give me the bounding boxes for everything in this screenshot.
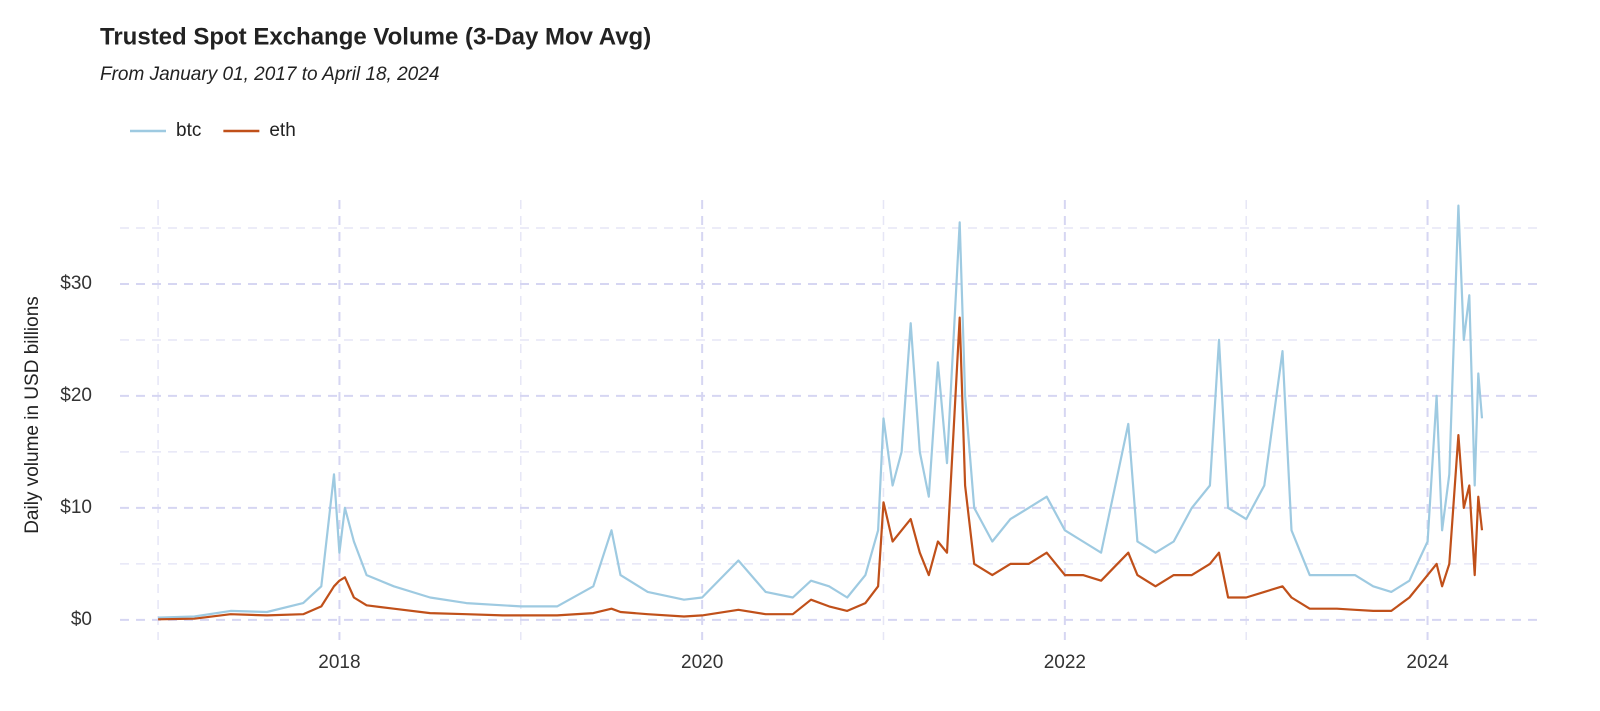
y-tick-label: $10: [60, 497, 92, 518]
y-tick-label: $20: [60, 385, 92, 406]
legend-label: btc: [176, 120, 201, 141]
x-tick-label: 2024: [1406, 652, 1449, 673]
series-line: [158, 316, 1484, 621]
legend-label: eth: [269, 120, 295, 141]
y-tick-label: $0: [71, 609, 92, 630]
chart-subtitle: From January 01, 2017 to April 18, 2024: [100, 64, 439, 85]
y-axis-label: Daily volume in USD billions: [22, 296, 43, 534]
y-tick-label: $30: [60, 273, 92, 294]
series-line: [158, 204, 1484, 619]
x-tick-label: 2018: [318, 652, 360, 673]
chart-title: Trusted Spot Exchange Volume (3-Day Mov …: [100, 23, 651, 50]
x-tick-label: 2022: [1044, 652, 1086, 673]
x-tick-label: 2020: [681, 652, 723, 673]
